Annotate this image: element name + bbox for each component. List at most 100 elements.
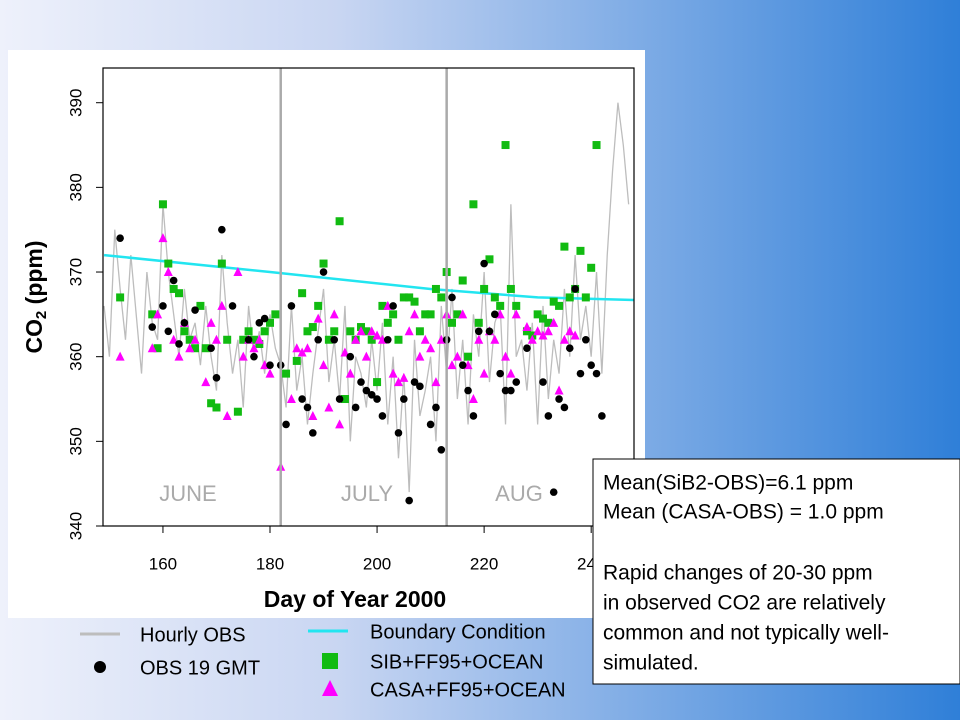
sib-point: [474, 318, 483, 327]
sib-point: [153, 344, 162, 353]
obs-point: [464, 386, 472, 395]
obs-point: [496, 369, 504, 378]
sib-point: [239, 335, 248, 344]
y-tick-label: 380: [66, 173, 85, 201]
y-tick-label: 360: [66, 342, 85, 370]
casa-point: [324, 402, 334, 412]
obs-point: [474, 327, 483, 336]
obs-point: [400, 395, 408, 403]
obs-point: [159, 302, 167, 310]
obs-point: [207, 344, 215, 353]
obs-point: [373, 395, 381, 403]
obs-point: [544, 412, 553, 420]
sib-point: [324, 335, 333, 344]
obs-point: [309, 429, 317, 437]
y-tick-label: 340: [66, 512, 85, 540]
sib-point: [512, 301, 521, 310]
obs-point: [539, 378, 547, 386]
casa-point: [527, 334, 537, 344]
obs-point: [576, 369, 585, 378]
obs-point: [582, 335, 590, 344]
sib-point: [437, 293, 446, 302]
sib-point: [426, 310, 435, 319]
x-tick-label: 180: [256, 554, 284, 573]
obs-point: [303, 403, 312, 412]
sib-point: [421, 310, 430, 319]
sib-point: [581, 293, 590, 302]
obs-point: [335, 395, 344, 403]
sib-point: [319, 259, 328, 268]
casa-point: [254, 334, 264, 344]
legend-key: [322, 653, 338, 669]
sib-point: [506, 284, 515, 293]
casa-point: [468, 394, 478, 404]
sib-point: [587, 263, 596, 272]
sib-point: [544, 318, 553, 327]
sib-point: [399, 293, 408, 302]
casa-point: [238, 351, 248, 361]
sib-point: [335, 217, 344, 226]
casa-point: [211, 334, 221, 344]
casa-point: [533, 326, 543, 336]
sib-point: [191, 344, 200, 353]
legend-label: SIB+FF95+OCEAN: [370, 651, 543, 673]
obs-point: [346, 352, 355, 361]
obs-point: [116, 234, 124, 242]
plot: [103, 102, 634, 505]
casa-point: [410, 309, 420, 319]
casa-point: [249, 343, 259, 353]
sib-point: [266, 318, 275, 327]
note-line: Mean(SiB2-OBS)=6.1 ppm: [603, 472, 853, 495]
casa-point: [490, 334, 500, 344]
casa-point: [511, 309, 521, 319]
sib-point: [458, 276, 467, 285]
casa-point: [340, 347, 350, 357]
sib-point: [164, 259, 173, 268]
sib-point: [469, 200, 478, 209]
y-axis-label-part: 2: [33, 311, 50, 319]
obs-point: [491, 310, 499, 319]
sib-point: [415, 327, 424, 336]
casa-point: [356, 326, 366, 336]
sib-point: [565, 293, 574, 302]
legend-label: Hourly OBS: [140, 624, 246, 646]
casa-point: [522, 322, 532, 332]
obs-point: [287, 302, 296, 310]
obs-point: [458, 361, 467, 369]
casa-point: [302, 343, 312, 353]
sib-point: [212, 403, 221, 412]
casa-point: [308, 410, 318, 420]
casa-point: [565, 326, 575, 336]
note-line: Mean (CASA-OBS) = 1.0 ppm: [603, 501, 884, 524]
casa-point: [169, 334, 179, 344]
obs-point: [592, 369, 601, 378]
sib-point: [271, 310, 280, 319]
x-tick-label: 220: [470, 554, 498, 573]
sib-point: [244, 327, 253, 336]
sib-point: [249, 335, 258, 344]
sib-point: [539, 314, 548, 323]
obs-point: [314, 335, 322, 344]
note-line: common and not typically well-: [603, 622, 889, 645]
obs-point: [507, 386, 515, 395]
sib-point: [207, 399, 216, 408]
y-tick-label: 350: [66, 427, 85, 455]
sib-point: [314, 301, 323, 310]
sib-point: [576, 246, 585, 255]
casa-point: [538, 330, 548, 340]
obs-point: [228, 302, 237, 310]
obs-point: [357, 378, 365, 386]
casa-point: [543, 326, 553, 336]
note-box: [592, 458, 960, 685]
casa-point: [399, 372, 409, 382]
sib-point: [496, 301, 505, 310]
casa-point: [292, 343, 302, 353]
y-axis-label-part: (ppm): [21, 240, 47, 310]
casa-point: [420, 334, 430, 344]
casa-point: [190, 334, 200, 344]
sib-point: [560, 242, 569, 251]
month-label: JUNE: [159, 481, 216, 506]
sib-point: [522, 327, 531, 336]
obs-point: [260, 314, 269, 323]
